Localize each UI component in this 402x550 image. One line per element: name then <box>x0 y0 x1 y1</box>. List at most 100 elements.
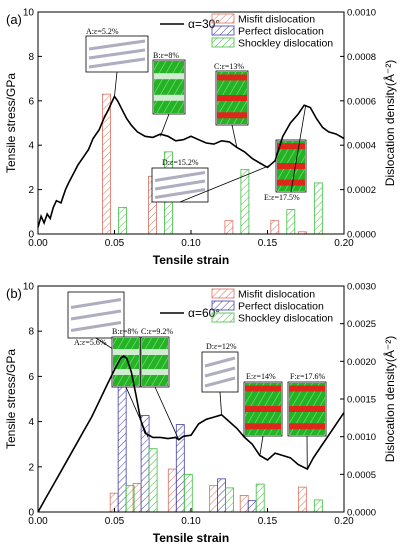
bar-b-2-2 <box>183 473 193 513</box>
x-tick-b-4: 0.20 <box>334 516 354 527</box>
bar-a-3-2 <box>286 209 296 235</box>
y-right-tick-a-4: 0.0008 <box>347 52 376 63</box>
legend-swatch-a-2 <box>211 37 235 48</box>
y-right-axis-label-b: Dislocation density(Å⁻²) <box>382 336 397 462</box>
y-right-tick-b-2: 0.0010 <box>347 432 376 443</box>
annotation-label-b-5: F:ε=17.6% <box>290 372 326 381</box>
annotation-label-a-0: A:ε=5.2% <box>86 27 119 36</box>
snapshot-a-3 <box>151 164 271 203</box>
y-right-tick-b-0: 0.0000 <box>347 508 376 519</box>
annotation-label-b-2: C:ε=9.2% <box>141 327 173 336</box>
legend-label-b-0: Misfit dislocation <box>238 289 315 301</box>
panel-a: 0.00 0.05 0.10 0.15 0.20 0 2 4 6 8 10 0.0000 0.0002 0… <box>4 8 397 268</box>
snapshot-a-0 <box>85 35 149 97</box>
y-right-tick-a-0: 0.0000 <box>347 230 376 241</box>
x-tick-b-1: 0.05 <box>105 516 125 527</box>
bar-a-2-2 <box>240 169 250 235</box>
legend-label-b-2: Shockley dislocation <box>238 313 333 325</box>
bar-b-4-2 <box>255 483 265 513</box>
panel-label-b: (b) <box>6 286 22 301</box>
annotation-label-a-3: D:ε=15.2% <box>162 158 199 167</box>
annotation-label-a-4: E:ε=17.5% <box>264 193 300 202</box>
y-right-tick-a-5: 0.0010 <box>347 8 376 19</box>
y-left-tick-b-2: 4 <box>28 417 34 428</box>
y-right-tick-b-6: 0.0030 <box>347 282 376 293</box>
snapshot-a-2 <box>215 70 249 148</box>
legend-swatch-a-0 <box>211 13 235 24</box>
annotation-pointer-b-2 <box>154 386 180 440</box>
snapshot-b-0 <box>67 291 125 357</box>
y-right-tick-b-5: 0.0025 <box>347 319 376 330</box>
bar-b-5-0 <box>297 486 307 513</box>
legend-label-a-1: Perfect dislocation <box>238 26 324 38</box>
annotation-pointer-a-2 <box>231 124 238 148</box>
panel-b: 0.00 0.05 0.10 0.15 0.20 0 2 4 6 8 10 0.0000 0.0005 0… <box>4 282 397 546</box>
legend-label-a-0: Misfit dislocation <box>238 14 315 26</box>
bar-b-3-0 <box>209 485 219 513</box>
annotation-label-a-2: C:ε=13% <box>214 62 244 71</box>
legend-swatch-a-1 <box>211 25 235 36</box>
x-tick-a-1: 0.05 <box>105 238 125 249</box>
x-tick-b-0: 0.00 <box>28 516 48 527</box>
bar-b-4-1 <box>247 500 257 513</box>
bar-b-4-0 <box>239 495 249 513</box>
bar-b-3-2 <box>225 487 235 513</box>
y-right-tick-b-3: 0.0015 <box>347 395 376 406</box>
ticks-a: 0.00 0.05 0.10 0.15 0.20 0 2 4 6 8 10 0.0000 0.0002 0… <box>23 8 376 250</box>
ticks-b: 0.00 0.05 0.10 0.15 0.20 0 2 4 6 8 10 0.0000 0.0005 0… <box>23 282 376 528</box>
y-left-tick-b-4: 8 <box>28 327 34 338</box>
y-right-tick-b-4: 0.0020 <box>347 357 376 368</box>
y-left-tick-a-1: 2 <box>28 185 34 196</box>
y-right-tick-a-3: 0.0006 <box>347 96 376 107</box>
snapshot-b-4 <box>243 381 283 456</box>
legend-label-a-2: Shockley dislocation <box>238 38 333 50</box>
snapshot-a-4 <box>275 105 307 193</box>
snapshot-b-2 <box>140 336 180 440</box>
bar-b-3-1 <box>217 478 227 513</box>
legend-swatch-b-2 <box>211 312 235 323</box>
bar-a-2-0 <box>224 220 234 235</box>
y-left-tick-a-5: 10 <box>23 8 35 19</box>
stress-curve-b <box>37 355 345 513</box>
x-axis-label-b: Tensile strain <box>153 531 229 545</box>
annotation-pointer-a-1 <box>160 113 170 137</box>
snapshot-b-1 <box>111 336 149 438</box>
bar-a-4-2 <box>313 182 323 235</box>
snapshots-a <box>85 35 307 203</box>
bar-b-1-2 <box>148 448 158 513</box>
snapshot-b-3 <box>201 351 239 415</box>
annotations-a: A:ε=5.2% B:ε=8% C:ε=13% D:ε=15.2% E:ε=17.5% <box>86 27 300 202</box>
y-left-tick-b-0: 0 <box>28 508 34 519</box>
snapshots-b <box>67 291 327 470</box>
bar-a-0-0 <box>102 93 111 235</box>
x-axis-label-a: Tensile strain <box>153 253 229 267</box>
bar-b-2-0 <box>167 468 177 513</box>
snapshot-a-1 <box>152 59 186 137</box>
y-right-tick-a-1: 0.0002 <box>347 185 376 196</box>
line-label-a: α=30° <box>160 17 220 31</box>
bar-a-0-2 <box>118 206 127 235</box>
y-right-axis-label-a: Dislocation density(Å⁻²) <box>382 60 397 186</box>
bar-b-5-2 <box>313 499 323 513</box>
legend-label-b-1: Perfect dislocation <box>238 301 324 313</box>
y-left-axis-label-a: Tensile stress/GPa <box>4 73 18 173</box>
annotation-pointer-b-3 <box>219 391 222 415</box>
y-right-tick-b-1: 0.0005 <box>347 470 376 481</box>
x-tick-a-0: 0.00 <box>28 238 48 249</box>
x-tick-a-3: 0.15 <box>258 238 278 249</box>
y-left-tick-b-1: 2 <box>28 462 34 473</box>
x-tick-a-4: 0.20 <box>334 238 354 249</box>
annotation-pointer-a-0 <box>114 71 118 97</box>
annotation-label-b-1: B:ε=8% <box>112 327 138 336</box>
panel-label-a: (a) <box>6 12 22 27</box>
legend-swatch-b-1 <box>211 300 235 311</box>
annotation-pointer-a-3 <box>179 164 271 203</box>
y-left-tick-b-5: 10 <box>23 282 35 293</box>
bar-a-3-0 <box>270 220 280 235</box>
annotation-pointer-a-4 <box>290 105 307 193</box>
legend-swatch-b-0 <box>211 288 235 299</box>
y-left-tick-b-3: 6 <box>28 372 34 383</box>
